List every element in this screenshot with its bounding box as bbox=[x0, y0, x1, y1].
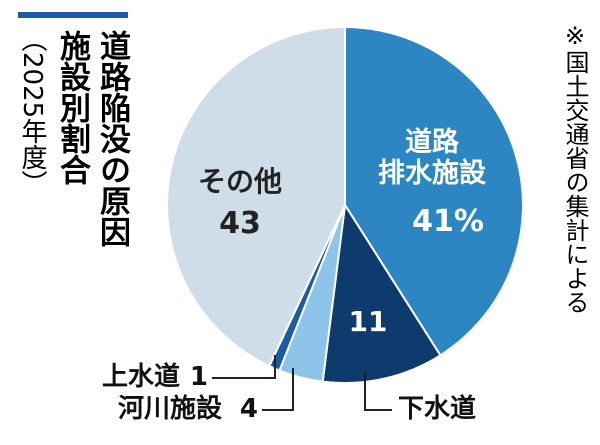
value-label: 41% bbox=[412, 203, 484, 239]
title-line: 道路陥没の原因 bbox=[94, 30, 131, 247]
title-bar bbox=[18, 12, 128, 18]
slice-label: 道路 排水施設 bbox=[378, 126, 486, 189]
pie-slice bbox=[344, 25, 524, 357]
value-label: 1 bbox=[189, 362, 208, 393]
slice-label: 下水道 bbox=[398, 394, 477, 425]
leader-line bbox=[262, 368, 294, 411]
slice-label: 河川施設 bbox=[117, 394, 222, 425]
title-line: 施設別割合 bbox=[54, 30, 91, 185]
leader-line bbox=[212, 355, 276, 379]
slice-label: 上水道 bbox=[101, 362, 180, 393]
slice-label: その他 bbox=[197, 164, 283, 198]
value-label: 43 bbox=[219, 205, 261, 241]
pie-slice bbox=[166, 25, 346, 368]
pie-slice bbox=[321, 202, 442, 384]
value-label: 4 bbox=[239, 394, 258, 425]
leader-line bbox=[364, 372, 392, 411]
subtitle: （2025年度） bbox=[17, 26, 47, 196]
value-label: 11 bbox=[348, 304, 388, 338]
note: ※国土交通省の集計による bbox=[561, 22, 589, 314]
